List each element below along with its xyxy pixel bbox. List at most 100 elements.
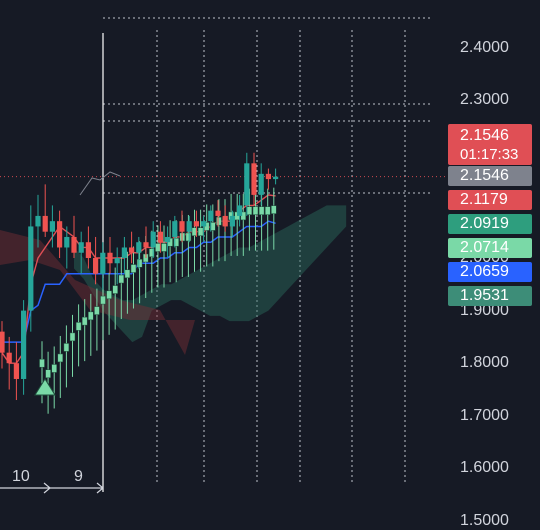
axis-tick-label: 2.5000 (460, 0, 509, 4)
candle-body (208, 210, 214, 222)
price-tag-value: 2.0919 (460, 215, 509, 232)
lagging-body (51, 364, 57, 373)
grid-lines (0, 17, 448, 492)
candle-body (179, 221, 185, 232)
lagging-body (57, 353, 64, 363)
candle-body (193, 221, 199, 227)
axis-tick-label: 1.7000 (460, 406, 509, 424)
candle-body (244, 163, 250, 206)
lagging-body (39, 358, 45, 368)
lagging-body (112, 285, 118, 294)
price-tag: 2.0714 (448, 238, 532, 258)
price-tag: 2.1546 (448, 166, 532, 186)
candle-body (273, 176, 279, 180)
axis-tick-label: 1.5000 (460, 512, 509, 529)
candle-body (49, 221, 55, 232)
candle-body (157, 231, 163, 243)
price-tag-value: 2.1546 (460, 167, 509, 184)
lagging-body (69, 332, 76, 342)
lagging-body (216, 216, 222, 226)
candle-body (251, 163, 257, 195)
cloud-area (74, 205, 347, 343)
candle-body (172, 221, 178, 237)
lagging-body (203, 222, 210, 231)
price-tag: 2.1179 (448, 190, 532, 210)
candle-body (78, 242, 84, 253)
price-tag-value: 2.0659 (460, 263, 509, 280)
buy-signal-icon (34, 378, 56, 396)
chevron-right-icon (96, 482, 104, 494)
candle-body (57, 221, 63, 248)
overlay (0, 171, 121, 494)
candle-body (35, 215, 41, 227)
lagging-body (81, 316, 88, 326)
price-tag: 2.1546 01:17:33 (448, 124, 532, 165)
countdown-timer: 01:17:33 (460, 146, 519, 163)
candle-body (93, 258, 99, 274)
lagging-body (75, 322, 82, 331)
lagging-body (149, 248, 155, 257)
candles (0, 152, 279, 414)
lagging-body (191, 227, 198, 236)
price-tag-value: 2.0714 (460, 239, 509, 256)
price-tag: 1.9531 (448, 286, 532, 306)
candle-body (265, 173, 271, 180)
axis-tick-label: 1.6000 (460, 459, 509, 477)
candle-body (136, 242, 142, 253)
candle-body (107, 252, 113, 264)
axis-tick-label: 2.3000 (460, 91, 509, 109)
price-tag-value: 2.1179 (460, 191, 508, 208)
lagging-body (94, 306, 100, 315)
candle-body (114, 258, 120, 264)
candle-body (42, 215, 48, 232)
candle-body (201, 221, 207, 227)
candle-body (21, 310, 27, 379)
candle-body (215, 210, 221, 216)
candle-body (150, 231, 156, 248)
lagging-body (264, 206, 271, 215)
candle-body (13, 363, 19, 379)
candle-body (0, 331, 5, 353)
axis-tick-label: 1.8000 (460, 354, 509, 372)
candle-body (229, 215, 235, 227)
lagging-body (63, 343, 70, 352)
price-tag-value: 2.1546 (460, 127, 509, 144)
candle-body (71, 236, 77, 253)
candle-body (237, 205, 243, 216)
candle-body (186, 221, 192, 232)
candle-body (85, 242, 91, 258)
axis-tick-label: 2.4000 (460, 38, 509, 56)
ichimoku-cloud (0, 205, 347, 355)
lagging-body (258, 206, 265, 215)
lagging-body (130, 264, 137, 273)
candle-body (222, 215, 228, 227)
lagging-body (88, 311, 94, 321)
candle-body (165, 236, 171, 243)
lagging-body (252, 206, 259, 215)
cloud-bear-area (0, 230, 195, 355)
lagging-body (124, 269, 131, 279)
price-tag: 2.0659 (448, 262, 532, 282)
lagging-body (185, 232, 192, 242)
candle-body (28, 226, 34, 311)
lagging-body (161, 243, 167, 252)
candle-body (129, 247, 135, 253)
price-tag-value: 1.9531 (460, 287, 509, 304)
lagging-body (118, 274, 125, 284)
candle-body (258, 173, 264, 195)
lagging-body (271, 205, 277, 214)
lagging-body (106, 290, 112, 300)
lagging-body (45, 369, 51, 378)
lagging-body (173, 237, 179, 247)
lagging-body (100, 295, 106, 305)
candle-body (100, 252, 106, 274)
candle-body (121, 247, 127, 258)
lagging-body (136, 259, 143, 268)
lagging-body (246, 206, 253, 215)
lagging-span (79, 171, 121, 196)
bar-count-label: 10 (12, 468, 30, 485)
candle-body (6, 352, 12, 364)
price-tag: 2.0919 (448, 214, 532, 234)
